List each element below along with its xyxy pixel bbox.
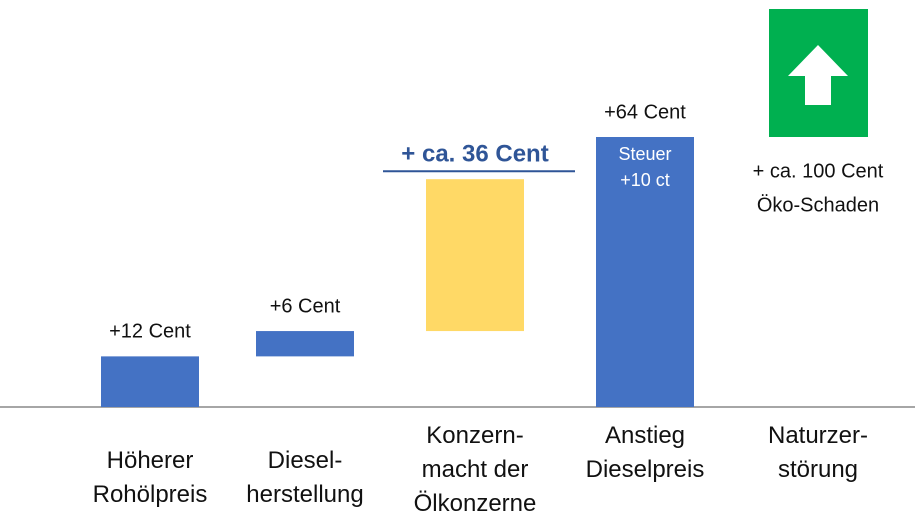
annotation: Steuer: [618, 144, 671, 164]
annotation: + ca. 100 Cent: [753, 160, 884, 182]
annotation: Öko-Schaden: [757, 194, 879, 216]
x-tick-label: Naturzer-störung: [768, 422, 868, 483]
bar: [101, 356, 199, 407]
annotation: +10 ct: [620, 170, 670, 190]
value-label: + ca. 36 Cent: [401, 141, 548, 168]
value-label: +6 Cent: [270, 295, 341, 317]
value-label: +64 Cent: [604, 101, 686, 123]
bar: [256, 331, 354, 357]
arrow-icon: [769, 9, 868, 137]
value-label: +12 Cent: [109, 321, 191, 343]
x-tick-label: Konzern-macht der Ölkonzerne: [414, 422, 537, 517]
x-tick-label: Anstieg Dieselpreis: [586, 422, 705, 483]
x-tick-label: Diesel-herstellung: [246, 447, 363, 508]
bar: [426, 179, 524, 332]
x-tick-label: Höherer Rohölpreis: [93, 447, 208, 508]
bar: [596, 137, 694, 407]
